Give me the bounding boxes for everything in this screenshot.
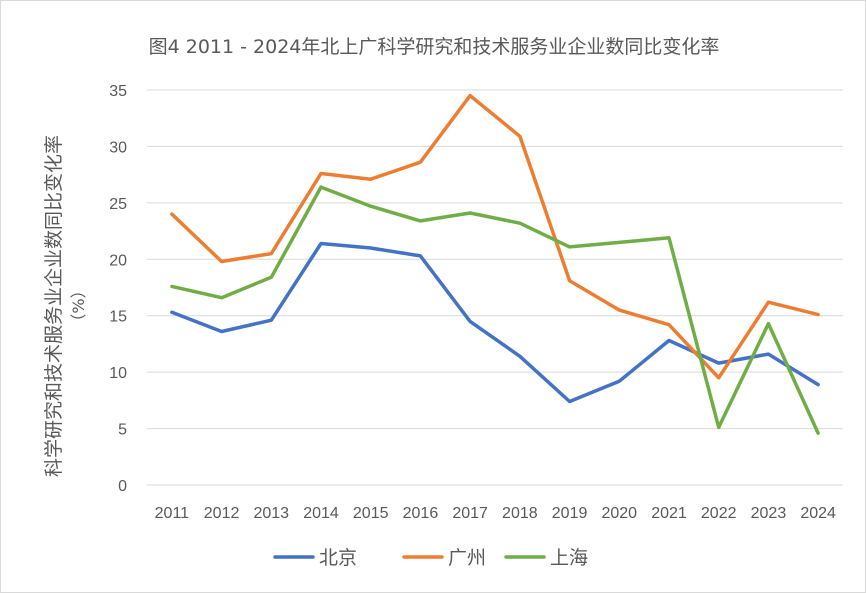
x-tick-label: 2014 bbox=[303, 505, 339, 522]
x-tick-label: 2022 bbox=[701, 505, 737, 522]
x-tick-label: 2013 bbox=[253, 505, 289, 522]
x-tick-labels: 2011 2012 2013 2014 2015 2016 2017 2018 2019 2020… bbox=[155, 505, 836, 522]
series-lines bbox=[170, 93, 820, 435]
series-line-2 bbox=[170, 185, 820, 435]
x-tick-label: 2019 bbox=[552, 505, 588, 522]
legend-label: 北京 bbox=[319, 547, 357, 569]
y-tick-label: 15 bbox=[109, 309, 127, 326]
chart-title: 图4 2011 - 2024年北上广科学研究和技术服务业企业数同比变化率 bbox=[149, 36, 720, 58]
series-line-0 bbox=[170, 241, 820, 404]
y-tick-label: 25 bbox=[109, 196, 127, 213]
legend-label: 广州 bbox=[448, 547, 486, 569]
y-axis-unit: （%） bbox=[69, 282, 88, 329]
x-tick-label: 2011 bbox=[155, 505, 190, 522]
x-tick-label: 2017 bbox=[452, 505, 488, 522]
x-tick-label: 2016 bbox=[403, 505, 439, 522]
y-tick-label: 35 bbox=[109, 83, 127, 100]
y-tick-label: 30 bbox=[109, 139, 127, 156]
y-tick-label: 5 bbox=[118, 422, 127, 439]
x-tick-label: 2018 bbox=[502, 505, 538, 522]
legend: 北京 广州 上海 bbox=[273, 547, 588, 569]
x-tick-label: 2021 bbox=[651, 505, 687, 522]
x-tick-label: 2012 bbox=[204, 505, 240, 522]
series-line-1 bbox=[170, 93, 820, 380]
gridlines bbox=[147, 89, 843, 486]
x-tick-label: 2020 bbox=[601, 505, 637, 522]
y-axis-label: 科学研究和技术服务业企业数同比变化率 bbox=[43, 135, 65, 477]
x-tick-label: 2015 bbox=[353, 505, 389, 522]
y-tick-label: 20 bbox=[109, 252, 127, 269]
legend-label: 上海 bbox=[550, 547, 588, 569]
y-tick-labels: 0 5 10 15 20 25 30 35 bbox=[109, 83, 127, 495]
x-tick-label: 2023 bbox=[751, 505, 787, 522]
y-tick-label: 10 bbox=[109, 365, 127, 382]
y-tick-label: 0 bbox=[118, 478, 127, 495]
x-tick-label: 2024 bbox=[800, 505, 836, 522]
